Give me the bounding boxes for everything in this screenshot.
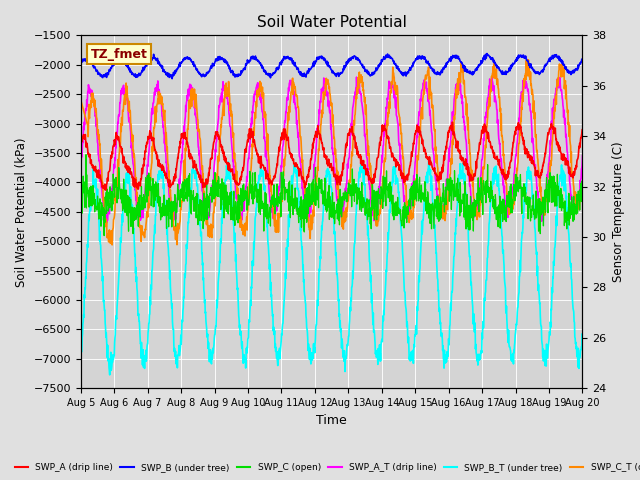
- Y-axis label: Sensor Temperature (C): Sensor Temperature (C): [612, 142, 625, 282]
- Y-axis label: Soil Water Potential (kPa): Soil Water Potential (kPa): [15, 137, 28, 287]
- Text: TZ_fmet: TZ_fmet: [91, 48, 148, 60]
- Title: Soil Water Potential: Soil Water Potential: [257, 15, 406, 30]
- Legend: SWP_A (drip line), SWP_B (under tree), SWP_C (open), SWP_A_T (drip line), SWP_B_: SWP_A (drip line), SWP_B (under tree), S…: [11, 459, 640, 476]
- X-axis label: Time: Time: [316, 414, 347, 427]
